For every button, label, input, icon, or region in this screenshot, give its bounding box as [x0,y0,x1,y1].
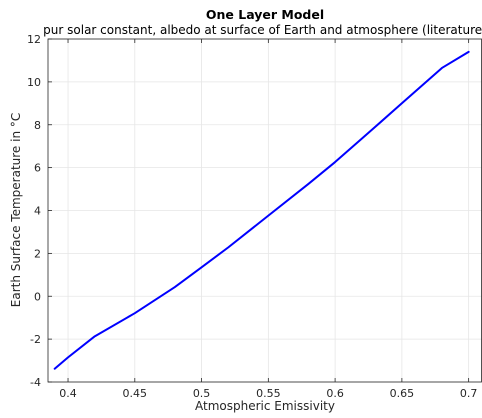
x-tick-label: 0.45 [123,387,148,400]
x-tick-label: 0.7 [460,387,478,400]
y-tick-label: 10 [27,76,41,89]
chart-subtitle: pur solar constant, albedo at surface of… [43,23,482,37]
x-tick-label: 0.4 [59,387,77,400]
y-tick-label: -4 [30,376,41,389]
x-axis-label: Atmospheric Emissivity [195,399,335,413]
series-line-0 [53,50,470,370]
grid [48,38,482,383]
x-tick-label: 0.6 [326,387,344,400]
x-tick-label: 0.65 [390,387,415,400]
y-tick-label: 4 [34,205,41,218]
y-tick-label: 6 [34,162,41,175]
axis-ticks: 0.4 0.45 0.5 0.55 0.6 0.65 0.7 -4 -2 0 2 4 6 8 10 12 [27,33,477,400]
x-tick-label: 0.55 [256,387,281,400]
y-tick-label: 2 [34,247,41,260]
y-tick-label: 8 [34,119,41,132]
y-tick-label: 0 [34,290,41,303]
series-layer [53,50,470,370]
chart-title: One Layer Model [206,7,324,22]
y-tick-label: 12 [27,33,41,46]
y-axis-label: Earth Surface Temperature in °C [9,113,23,307]
y-tick-label: -2 [30,333,41,346]
x-tick-label: 0.5 [193,387,211,400]
